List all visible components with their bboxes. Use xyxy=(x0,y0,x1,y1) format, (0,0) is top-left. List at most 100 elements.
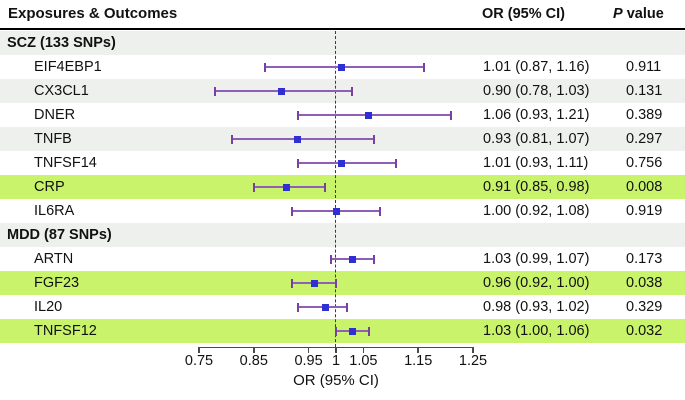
table-row: ARTN 1.03 (0.99, 1.07) 0.173 xyxy=(0,247,685,271)
ci-cap-left xyxy=(214,86,217,96)
p-value: 0.911 xyxy=(626,59,662,75)
ci-cap-left xyxy=(296,302,299,312)
exposure-label: CRP xyxy=(34,179,65,195)
p-value: 0.389 xyxy=(626,107,663,123)
p-value-header-rest: value xyxy=(622,6,664,22)
ci-whisker xyxy=(297,114,452,116)
ci-cap-right xyxy=(395,158,398,168)
exposure-label: IL6RA xyxy=(34,203,75,219)
x-axis-tick-label: 1.25 xyxy=(458,353,488,369)
ci-whisker xyxy=(231,138,375,140)
x-axis-tick xyxy=(417,347,419,353)
ci-cap-right xyxy=(422,62,425,72)
or-ci-value: 1.00 (0.92, 1.08) xyxy=(483,203,590,219)
x-axis-tick xyxy=(362,347,365,353)
p-value: 0.329 xyxy=(626,299,663,315)
or-point-marker xyxy=(310,279,318,287)
or-ci-value: 0.91 (0.85, 0.98) xyxy=(483,179,590,195)
ci-cap-right xyxy=(324,182,327,192)
ci-whisker xyxy=(297,162,397,164)
table-row: CX3CL1 0.90 (0.78, 1.03) 0.131 xyxy=(0,79,685,103)
exposures-outcomes-header: Exposures & Outcomes xyxy=(8,5,178,22)
exposure-label: IL20 xyxy=(34,299,63,315)
table-row: EIF4EBP1 1.01 (0.87, 1.16) 0.911 xyxy=(0,55,685,79)
table-row: FGF23 0.96 (0.92, 1.00) 0.038 xyxy=(0,271,685,295)
ci-cap-left xyxy=(230,134,233,144)
x-axis-tick xyxy=(472,347,474,353)
exposure-label: TNFSF14 xyxy=(34,155,97,171)
x-axis-tick-label: 0.95 xyxy=(294,353,323,369)
or-point-marker xyxy=(348,327,356,335)
exposure-label: DNER xyxy=(34,107,76,123)
p-value: 0.756 xyxy=(626,155,663,171)
or-ci-value: 1.03 (0.99, 1.07) xyxy=(483,251,590,267)
ci-cap-right xyxy=(367,326,370,336)
table-row: DNER 1.06 (0.93, 1.21) 0.389 xyxy=(0,103,685,127)
ci-cap-right xyxy=(450,110,453,120)
section-label: MDD (87 SNPs) xyxy=(7,227,112,243)
or-ci-value: 1.03 (1.00, 1.06) xyxy=(483,323,590,339)
ci-cap-left xyxy=(263,62,266,72)
or-ci-value: 0.96 (0.92, 1.00) xyxy=(483,275,590,291)
p-value: 0.173 xyxy=(626,251,663,267)
x-axis-tick xyxy=(253,347,255,353)
p-value: 0.131 xyxy=(626,83,663,99)
p-value: 0.008 xyxy=(626,179,663,195)
p-value: 0.919 xyxy=(626,203,663,219)
or-point-marker xyxy=(348,255,356,263)
table-row: IL6RA 1.00 (0.92, 1.08) 0.919 xyxy=(0,199,685,223)
p-value: 0.032 xyxy=(626,323,663,339)
or-point-marker xyxy=(277,87,285,95)
or-point-marker xyxy=(283,183,291,191)
or-ci-value: 1.01 (0.93, 1.11) xyxy=(483,155,589,171)
or-point-marker xyxy=(321,303,329,311)
table-row: TNFSF14 1.01 (0.93, 1.11) 0.756 xyxy=(0,151,685,175)
or-ci-column-header: OR (95% CI) xyxy=(482,6,565,22)
forest-rows: SCZ (133 SNPs) EIF4EBP1 1.01 (0.87, 1.16) 0… xyxy=(0,31,685,343)
table-row: CRP 0.91 (0.85, 0.98) 0.008 xyxy=(0,175,685,199)
ci-cap-right xyxy=(373,254,376,264)
ci-cap-right xyxy=(378,206,381,216)
ci-cap-right xyxy=(345,302,348,312)
or-ci-value: 0.93 (0.81, 1.07) xyxy=(483,131,590,147)
ci-cap-left xyxy=(291,206,294,216)
exposure-label: TNFB xyxy=(34,131,72,147)
or-point-marker xyxy=(365,111,373,119)
section-row: MDD (87 SNPs) xyxy=(0,223,685,247)
exposure-label: CX3CL1 xyxy=(34,83,89,99)
x-axis-tick xyxy=(335,347,337,353)
exposure-label: FGF23 xyxy=(34,275,80,291)
column-header-row: Exposures & Outcomes OR (95% CI) P value xyxy=(0,0,685,30)
ci-cap-left xyxy=(296,110,299,120)
x-axis-tick xyxy=(307,347,310,353)
x-axis-line xyxy=(199,347,473,348)
x-axis-title: OR (95% CI) xyxy=(293,372,379,389)
exposure-label: ARTN xyxy=(34,251,74,267)
x-axis-tick-label: 1 xyxy=(331,353,341,369)
ci-cap-left xyxy=(252,182,255,192)
x-axis-tick-label: 0.85 xyxy=(239,353,268,369)
x-axis-tick-label: 1.15 xyxy=(404,353,433,369)
or-point-marker xyxy=(332,207,340,215)
exposure-label: EIF4EBP1 xyxy=(34,59,102,75)
or-ci-value: 1.01 (0.87, 1.16) xyxy=(483,59,590,75)
exposure-label: TNFSF12 xyxy=(34,323,97,339)
section-label: SCZ (133 SNPs) xyxy=(7,35,116,51)
section-row: SCZ (133 SNPs) xyxy=(0,31,685,55)
table-row: TNFB 0.93 (0.81, 1.07) 0.297 xyxy=(0,127,685,151)
table-row: IL20 0.98 (0.93, 1.02) 0.329 xyxy=(0,295,685,319)
ci-cap-right xyxy=(373,134,376,144)
x-axis-tick-label: 0.75 xyxy=(184,353,214,369)
p-value: 0.038 xyxy=(626,275,663,291)
or-ci-value: 0.90 (0.78, 1.03) xyxy=(483,83,590,99)
p-value: 0.297 xyxy=(626,131,663,147)
x-axis-tick xyxy=(198,347,200,353)
table-row: TNFSF12 1.03 (1.00, 1.06) 0.032 xyxy=(0,319,685,343)
ci-cap-right xyxy=(335,278,337,288)
or-point-marker xyxy=(337,159,345,167)
ci-cap-left xyxy=(291,278,294,288)
ci-cap-left xyxy=(296,158,299,168)
or-point-marker xyxy=(337,63,345,71)
ci-cap-right xyxy=(351,86,354,96)
